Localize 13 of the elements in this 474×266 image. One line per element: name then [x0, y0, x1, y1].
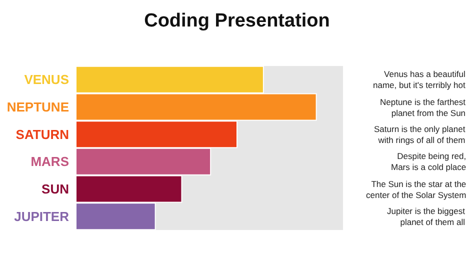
text: Jupiter is the biggest planet of them all	[387, 206, 466, 228]
y-tick-label: MARS	[30, 154, 70, 170]
text: Neptune is the farthest planet from the Sun	[380, 97, 466, 118]
text: Venus has a beautiful name, but it's terribly hot	[373, 69, 466, 90]
y-tick-label: SATURN	[16, 126, 69, 142]
y-tick-label: JUPITER	[14, 208, 70, 224]
text: The Sun is the star at the center of the Solar System	[366, 179, 466, 200]
text: Despite being red, Mars is a cold place	[391, 151, 466, 172]
y-tick-label: NEPTUNE	[6, 100, 70, 115]
y-tick-label: SUN	[42, 182, 69, 197]
text: Saturn is the only planet with rings of all of them	[374, 124, 466, 146]
chart-title: Coding Presentation	[144, 10, 330, 32]
y-tick-label: VENUS	[24, 72, 70, 88]
